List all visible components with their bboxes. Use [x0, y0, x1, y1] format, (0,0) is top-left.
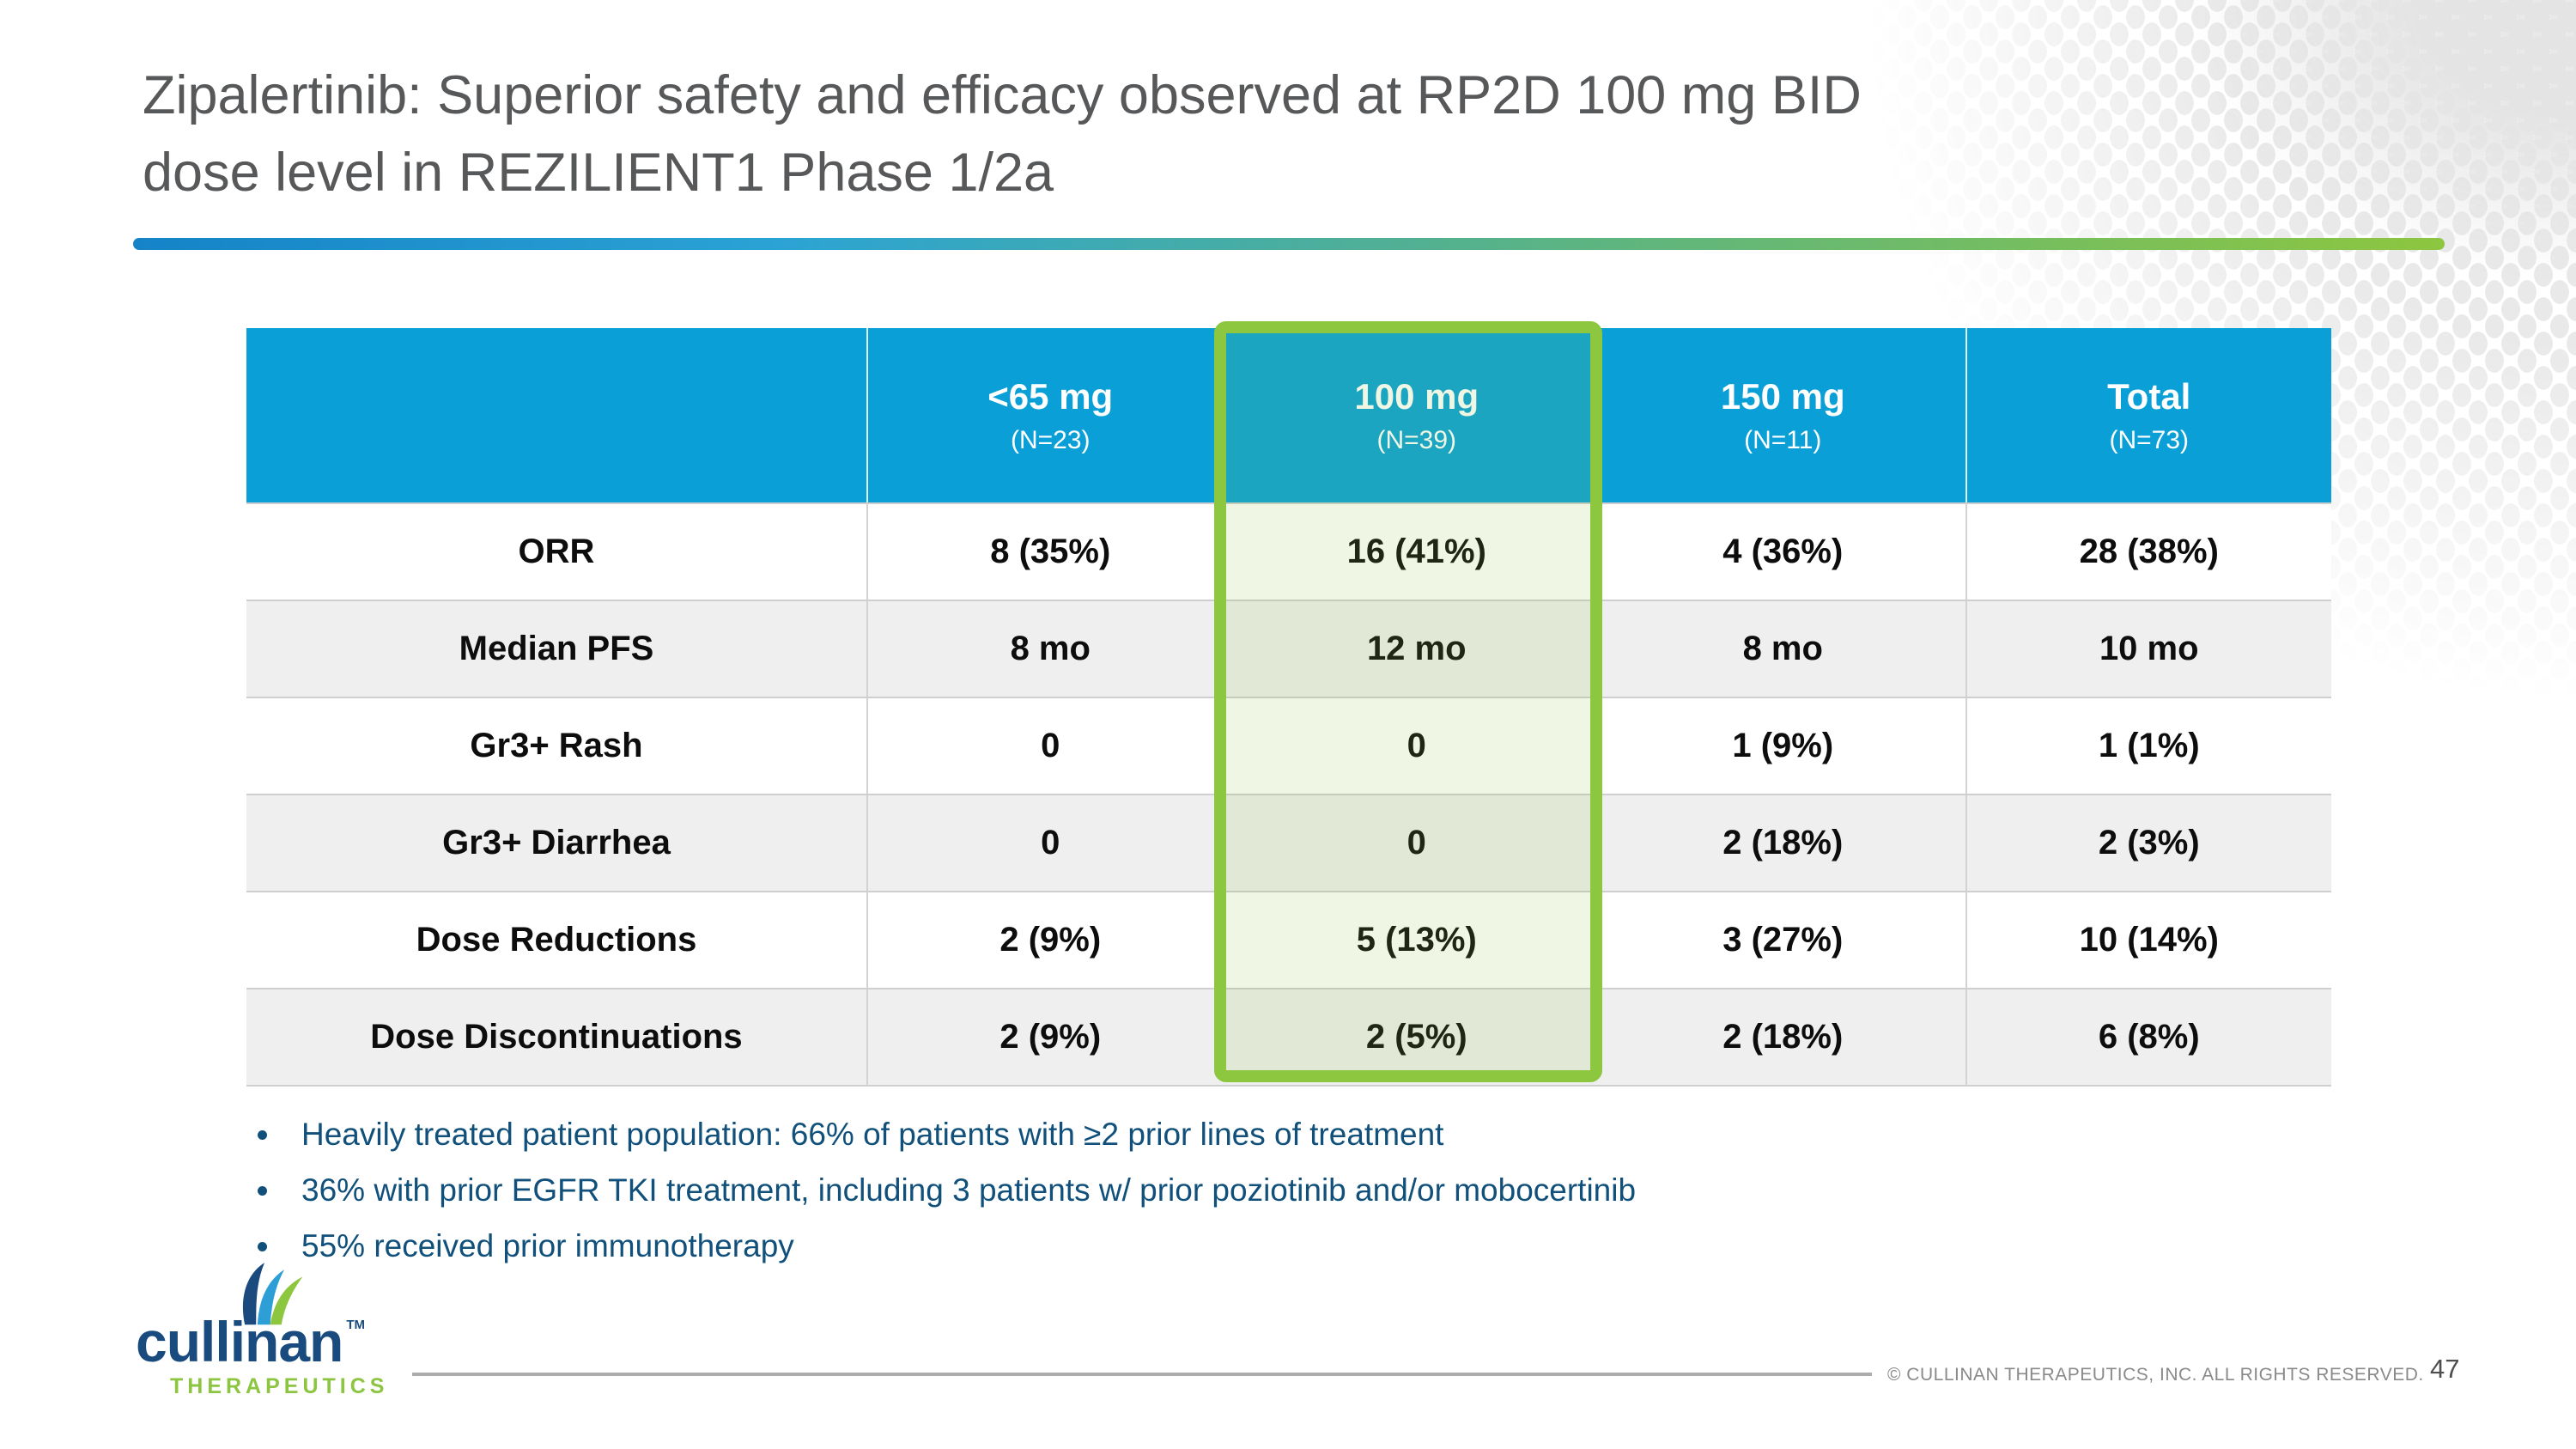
- cell-value: 0: [1406, 727, 1426, 764]
- list-item: 55% received prior immunotherapy: [251, 1228, 2140, 1264]
- table-row-orr: ORR 8 (35%) 16 (41%) 4 (36%) 28 (38%): [246, 502, 2331, 600]
- column-label: Total: [2107, 375, 2191, 417]
- row-label: ORR: [518, 533, 595, 570]
- cell-value: 5 (13%): [1356, 921, 1477, 959]
- copyright-text: © CULLINAN THERAPEUTICS, INC. ALL RIGHTS…: [1887, 1365, 2424, 1385]
- column-label: <65 mg: [987, 375, 1114, 417]
- list-item: 36% with prior EGFR TKI treatment, inclu…: [251, 1172, 2140, 1209]
- table-header-corner-cell: [246, 328, 866, 502]
- table-header-total: Total (N=73): [1965, 328, 2332, 502]
- cell-value: 4 (36%): [1722, 533, 1844, 570]
- column-n: (N=73): [2109, 425, 2190, 454]
- cell-value: 2 (18%): [1722, 1018, 1844, 1056]
- cell-value: 3 (27%): [1722, 921, 1844, 959]
- table-row-median-pfs: Median PFS 8 mo 12 mo 8 mo 10 mo: [246, 600, 2331, 697]
- logo-subtitle: THERAPEUTICS: [170, 1374, 389, 1398]
- list-item: Heavily treated patient population: 66% …: [251, 1117, 2140, 1153]
- cell-value: 2 (9%): [866, 892, 1233, 988]
- bullet-text: Heavily treated patient population: 66% …: [301, 1117, 1444, 1152]
- cell-value: 28 (38%): [1965, 504, 2332, 600]
- cullinan-flame-icon: [242, 1263, 303, 1325]
- column-label: 150 mg: [1720, 375, 1845, 417]
- cell-value: 0: [1406, 824, 1426, 861]
- cell-value: 0: [866, 795, 1233, 891]
- page-title-line2: dose level in REZILIENT1 Phase 1/2a: [143, 143, 1054, 203]
- table-header-100mg: 100 mg (N=39): [1233, 328, 1600, 502]
- bullet-dot-icon: [258, 1186, 267, 1196]
- cell-value: 10 (14%): [1965, 892, 2332, 988]
- bullet-text: 36% with prior EGFR TKI treatment, inclu…: [301, 1172, 1637, 1208]
- table-row-dose-reductions: Dose Reductions 2 (9%) 5 (13%) 3 (27%) 1…: [246, 891, 2331, 988]
- table-row-gr3-diarrhea: Gr3+ Diarrhea 0 0 2 (18%) 2 (3%): [246, 794, 2331, 891]
- logo-word-text: cullinan: [136, 1310, 343, 1373]
- page-number: 47: [2430, 1354, 2460, 1384]
- page-title-line1: Zipalertinib: Superior safety and effica…: [143, 65, 1862, 125]
- halftone-dot-pattern-corner: [2129, 0, 2576, 326]
- cell-value: 8 mo: [1742, 630, 1823, 667]
- dose-results-table: <65 mg (N=23) 100 mg (N=39) 150 mg (N=11…: [246, 328, 2331, 1087]
- table-header-row: <65 mg (N=23) 100 mg (N=39) 150 mg (N=11…: [246, 328, 2331, 502]
- cell-value: 2 (9%): [866, 989, 1233, 1085]
- column-n: (N=11): [1744, 425, 1822, 454]
- column-label: 100 mg: [1354, 375, 1479, 417]
- column-n: (N=23): [1010, 425, 1091, 454]
- cell-value: 2 (18%): [1722, 824, 1844, 861]
- cell-value: 16 (41%): [1346, 533, 1486, 570]
- cell-value: 1 (1%): [1965, 698, 2332, 794]
- row-label: Median PFS: [459, 630, 654, 667]
- trademark-symbol: TM: [346, 1318, 366, 1332]
- row-label: Gr3+ Rash: [470, 727, 643, 764]
- cell-value: 8 (35%): [866, 504, 1233, 600]
- cell-value: 10 mo: [1965, 601, 2332, 697]
- bullet-text: 55% received prior immunotherapy: [301, 1228, 794, 1263]
- cell-value: 12 mo: [1366, 630, 1467, 667]
- cell-value: 2 (5%): [1365, 1018, 1467, 1056]
- cell-value: 1 (9%): [1732, 727, 1834, 764]
- row-label: Gr3+ Diarrhea: [442, 824, 671, 861]
- bullet-dot-icon: [258, 1242, 267, 1251]
- key-points-list: Heavily treated patient population: 66% …: [251, 1117, 2140, 1284]
- row-label: Dose Reductions: [416, 921, 697, 959]
- logo-wordmark: cullinan TM: [136, 1309, 365, 1374]
- cell-value: 0: [866, 698, 1233, 794]
- table-header-150mg: 150 mg (N=11): [1599, 328, 1965, 502]
- column-n: (N=39): [1376, 425, 1457, 454]
- page-title: Zipalertinib: Superior safety and effica…: [143, 57, 2521, 211]
- cell-value: 6 (8%): [1965, 989, 2332, 1085]
- cell-value: 8 mo: [866, 601, 1233, 697]
- title-accent-rule: [133, 238, 2445, 250]
- footer-divider: [412, 1373, 1872, 1376]
- table-header-lt65mg: <65 mg (N=23): [866, 328, 1233, 502]
- cell-value: 2 (3%): [1965, 795, 2332, 891]
- bullet-dot-icon: [258, 1130, 267, 1140]
- cullinan-logo: cullinan TM THERAPEUTICS: [136, 1263, 428, 1436]
- table-row-dose-discontinuations: Dose Discontinuations 2 (9%) 2 (5%) 2 (1…: [246, 988, 2331, 1087]
- table-row-gr3-rash: Gr3+ Rash 0 0 1 (9%) 1 (1%): [246, 697, 2331, 794]
- row-label: Dose Discontinuations: [370, 1018, 743, 1056]
